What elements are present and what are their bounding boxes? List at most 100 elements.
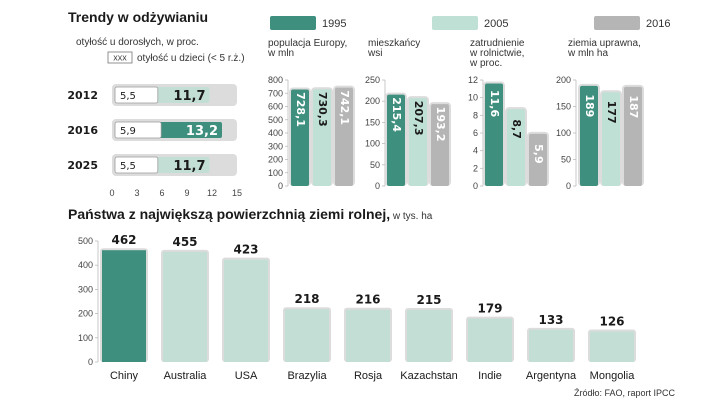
legend-swatch-2005 <box>432 16 478 30</box>
countries-bar-Chiny <box>102 250 146 362</box>
population-ytick-600: 600 <box>268 102 283 112</box>
rural-ytick-200: 200 <box>365 96 380 106</box>
countries-bar-Mongolia <box>590 331 634 362</box>
employment-ytick-2: 2 <box>473 163 478 173</box>
countries-bar-Rosja <box>346 309 390 362</box>
rural-title-line-0: mieszkańcy <box>368 38 420 49</box>
population-bar-2016 <box>335 87 353 186</box>
employment-title-line-2: w proc. <box>469 58 502 69</box>
population-ytick-300: 300 <box>268 141 283 151</box>
employment-bar-2005 <box>507 109 525 186</box>
countries-ytick-300: 300 <box>78 284 93 294</box>
countries-ytick-200: 200 <box>78 309 93 319</box>
obesity-xtick-12: 12 <box>207 188 217 198</box>
countries-bar-Australia <box>163 251 207 362</box>
obesity-year-2016: 2016 <box>67 124 98 137</box>
population-ytick-500: 500 <box>268 115 283 125</box>
countries-bar-Indie <box>468 318 512 362</box>
employment-ytick-10: 10 <box>468 93 478 103</box>
rural-title-line-1: wsi <box>367 48 382 59</box>
countries-ytick-400: 400 <box>78 260 93 270</box>
child-badge-box <box>107 51 133 64</box>
population-value-2016: 742,1 <box>338 90 351 125</box>
source-note: Źródło: FAO, raport IPCC <box>574 388 676 398</box>
obesity-year-2025: 2025 <box>67 159 98 172</box>
child-obesity-label: otyłość u dzieci (< 5 r.ż.) <box>137 53 245 64</box>
obesity-child-value-2025: 5,5 <box>120 161 136 172</box>
countries-label-Brazylia: Brazylia <box>287 370 327 382</box>
countries-label-Argentyna: Argentyna <box>526 370 577 382</box>
child-badge-text: xxx <box>113 53 127 63</box>
employment-title-line-0: zatrudnienie <box>470 38 525 49</box>
arable-ytick-150: 150 <box>556 102 571 112</box>
arable-bar-2005 <box>602 92 620 186</box>
population-bar-1995 <box>291 89 309 186</box>
obesity-adult-value-2012: 11,7 <box>173 89 205 104</box>
countries-chart: 0 100 200 300 400 500 462 Chiny 455 Australia 423 U… <box>78 233 636 382</box>
countries-label-Mongolia: Mongolia <box>590 370 636 382</box>
countries-value-Chiny: 462 <box>111 233 136 247</box>
employment-bar-1995 <box>485 83 503 186</box>
countries-bar-Argentyna <box>529 329 573 362</box>
obesity-chart: 2012 5,5 11,7 2016 5,9 13,2 2025 5,5 11,7 0 3 6 9 12 1… <box>67 84 242 198</box>
obesity-child-bar-2025 <box>114 156 159 174</box>
legend-swatch-1995 <box>270 16 316 30</box>
countries-label-Rosja: Rosja <box>354 370 383 382</box>
arable-bar-2016 <box>624 86 642 186</box>
countries-value-Argentyna: 133 <box>538 313 563 327</box>
population-ytick-0: 0 <box>278 181 283 191</box>
countries-ytick-500: 500 <box>78 236 93 246</box>
countries-value-Indie: 179 <box>477 302 502 316</box>
countries-value-USA: 423 <box>233 243 258 257</box>
employment-ytick-6: 6 <box>473 128 478 138</box>
employment-ytick-0: 0 <box>473 181 478 191</box>
countries-value-Australia: 455 <box>172 235 197 249</box>
countries-title-unit: w tys. ha <box>390 211 433 222</box>
population-ytick-200: 200 <box>268 155 283 165</box>
countries-value-Kazachstan: 215 <box>416 293 441 307</box>
countries-bar-Brazylia <box>285 309 329 362</box>
population-ytick-400: 400 <box>268 128 283 138</box>
employment-ytick-8: 8 <box>473 110 478 120</box>
rural-bar-2016 <box>431 104 449 186</box>
arable-value-2016: 187 <box>627 95 640 118</box>
population-value-1995: 728,1 <box>294 92 307 127</box>
population-bar-2005 <box>313 89 331 186</box>
arable-ytick-0: 0 <box>566 181 571 191</box>
countries-bar-Kazachstan <box>407 309 451 362</box>
rural-ytick-50: 50 <box>370 160 380 170</box>
countries-ytick-100: 100 <box>78 333 93 343</box>
employment-ytick-12: 12 <box>468 75 478 85</box>
employment-value-2016: 5,9 <box>532 144 545 164</box>
employment-bar-2016 <box>529 133 547 186</box>
rural-value-2005: 207,3 <box>412 101 425 136</box>
obesity-adult-value-2025: 11,7 <box>173 159 205 174</box>
arable-bar-1995 <box>580 85 598 186</box>
obesity-xtick-3: 3 <box>134 188 139 198</box>
countries-bar-USA <box>224 259 268 362</box>
small-charts: populacja Europy,w mln010020030040050060… <box>267 38 644 191</box>
countries-value-Brazylia: 218 <box>294 292 319 306</box>
rural-ytick-100: 100 <box>365 139 380 149</box>
arable-value-2005: 177 <box>605 101 618 124</box>
obesity-child-value-2016: 5,9 <box>120 126 136 137</box>
arable-title-line-0: ziemia uprawna, <box>568 38 641 49</box>
employment-value-2005: 8,7 <box>510 119 523 139</box>
population-ytick-700: 700 <box>268 88 283 98</box>
population-ytick-100: 100 <box>268 168 283 178</box>
obesity-xtick-15: 15 <box>232 188 242 198</box>
countries-title-main: Państwa z największą powierzchnią ziemi … <box>68 206 390 222</box>
legend: 1995 2005 2016 <box>270 16 670 30</box>
arable-title-line-1: w mln ha <box>567 48 608 59</box>
arable-ytick-200: 200 <box>556 75 571 85</box>
arable-ytick-100: 100 <box>556 128 571 138</box>
obesity-xtick-9: 9 <box>184 188 189 198</box>
obesity-xtick-6: 6 <box>159 188 164 198</box>
countries-label-Indie: Indie <box>478 370 502 382</box>
rural-value-1995: 215,4 <box>390 97 403 132</box>
countries-title: Państwa z największą powierzchnią ziemi … <box>68 206 433 222</box>
obesity-child-bar-2012 <box>114 86 159 104</box>
rural-bar-2005 <box>409 98 427 186</box>
obesity-xtick-0: 0 <box>109 188 114 198</box>
